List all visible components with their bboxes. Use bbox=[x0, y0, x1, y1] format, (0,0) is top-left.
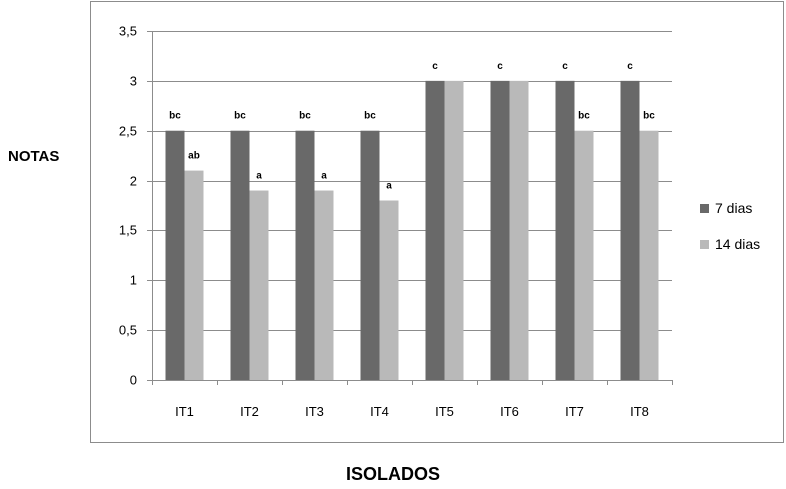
bar-7-dias-IT7 bbox=[555, 80, 575, 380]
data-label: a bbox=[321, 171, 327, 182]
y-tick-label: 0,5 bbox=[119, 323, 137, 338]
y-axis-label: NOTAS bbox=[8, 148, 60, 165]
x-tick-label-IT8: IT8 bbox=[630, 404, 649, 419]
bar-14-dias-IT7 bbox=[574, 130, 594, 380]
data-label: bc bbox=[299, 111, 311, 122]
bar-14-dias-IT2 bbox=[249, 190, 269, 380]
data-label: bc bbox=[234, 111, 246, 122]
data-label: c bbox=[497, 61, 503, 72]
legend-item-7-dias: 7 dias bbox=[700, 200, 752, 216]
chart-frame bbox=[90, 1, 784, 443]
gridlines bbox=[152, 31, 672, 331]
bar-14-dias-IT1 bbox=[184, 170, 204, 380]
data-label: ab bbox=[188, 151, 200, 162]
legend-label-14-dias: 14 dias bbox=[715, 236, 761, 252]
x-tick-label-IT5: IT5 bbox=[435, 404, 454, 419]
bar-7-dias-IT6 bbox=[490, 80, 510, 380]
y-tick-label: 0 bbox=[130, 373, 137, 388]
bar-7-dias-IT2 bbox=[230, 130, 250, 380]
x-tick-label-IT2: IT2 bbox=[240, 404, 259, 419]
data-label: c bbox=[432, 61, 438, 72]
labels: 0 0,5 1 1,5 2 2,5 3 3,5 bc bc bc bc c c c c ab a a a bc bc IT1… bbox=[119, 24, 655, 420]
legend-swatch-7-dias bbox=[700, 203, 709, 213]
legend-swatch-14-dias bbox=[700, 239, 709, 249]
data-label: a bbox=[386, 181, 392, 192]
bar-7-dias-IT8 bbox=[620, 80, 640, 380]
bar-14-dias-IT5 bbox=[444, 80, 464, 380]
x-tick-label-IT7: IT7 bbox=[565, 404, 584, 419]
data-label: bc bbox=[578, 111, 590, 122]
bar-14-dias-IT3 bbox=[314, 190, 334, 380]
data-label: bc bbox=[169, 111, 181, 122]
bar-7-dias-IT3 bbox=[295, 130, 315, 380]
y-tick-label: 1,5 bbox=[119, 223, 137, 238]
legend-label-7-dias: 7 dias bbox=[715, 200, 753, 216]
bar-7-dias-IT5 bbox=[425, 80, 445, 380]
data-label: bc bbox=[643, 111, 655, 122]
y-tick-label: 3 bbox=[130, 74, 137, 89]
axes bbox=[147, 31, 673, 385]
legend-item-14-dias: 14 dias bbox=[700, 236, 760, 252]
data-label: a bbox=[256, 171, 262, 182]
bars bbox=[165, 80, 659, 380]
x-tick-label-IT4: IT4 bbox=[370, 404, 389, 419]
x-tick-label-IT6: IT6 bbox=[500, 404, 519, 419]
y-tick-label: 2 bbox=[130, 174, 137, 189]
data-label: c bbox=[627, 61, 633, 72]
x-axis-label: ISOLADOS bbox=[345, 464, 440, 484]
data-label: c bbox=[562, 61, 568, 72]
y-tick-label: 1 bbox=[130, 273, 137, 288]
bar-14-dias-IT6 bbox=[509, 80, 529, 380]
bar-14-dias-IT4 bbox=[379, 200, 399, 380]
bar-7-dias-IT4 bbox=[360, 130, 380, 380]
data-label: bc bbox=[364, 111, 376, 122]
bar-14-dias-IT8 bbox=[639, 130, 659, 380]
x-tick-label-IT3: IT3 bbox=[305, 404, 324, 419]
y-tick-label: 3,5 bbox=[119, 24, 137, 39]
y-tick-label: 2,5 bbox=[119, 124, 137, 139]
bar-7-dias-IT1 bbox=[165, 130, 185, 380]
x-tick-label-IT1: IT1 bbox=[175, 404, 194, 419]
